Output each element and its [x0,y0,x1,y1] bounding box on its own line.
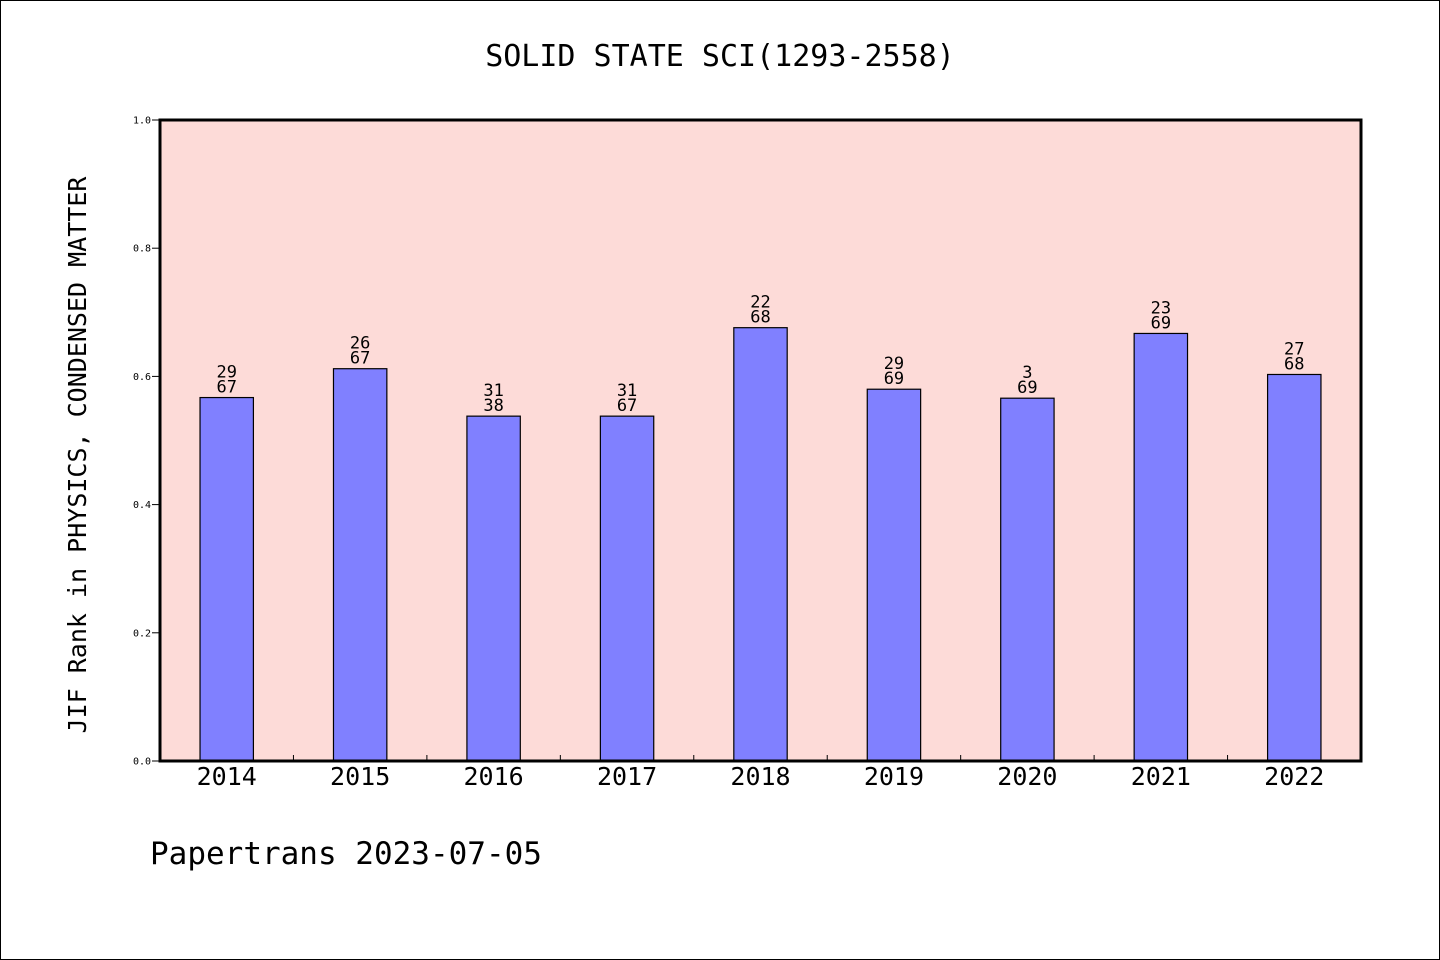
bar-label-bottom: 67 [350,349,370,369]
footer-note: Papertrans 2023-07-05 [150,836,542,872]
x-tick-label: 2020 [997,762,1057,791]
x-tick-label: 2016 [464,762,524,791]
x-tick-label: 2021 [1131,762,1191,791]
bar-2016 [466,415,521,762]
bar-2014 [199,396,255,762]
bar-label-bottom: 68 [750,308,770,328]
bar-label-top: 26 [350,334,370,354]
y-tick-label: 1.0 [133,116,151,127]
y-tick-label: 0.6 [133,372,151,383]
bar-label-bottom: 68 [1284,354,1304,374]
bar-2017 [599,415,655,762]
x-tick-label: 2019 [864,762,924,791]
x-tick-label: 2018 [730,762,790,791]
bar-2020 [1000,397,1055,762]
y-tick-label: 0.2 [133,628,151,639]
y-axis: 0.0 0.2 0.4 0.6 0.8 1.0 [133,116,160,768]
bar-2015 [332,368,388,762]
bar-label-top: 29 [884,354,904,374]
bar-2019 [866,388,922,762]
bar-2022 [1266,373,1322,762]
chart-title: SOLID STATE SCI(1293-2558) [485,39,955,74]
y-tick-label: 0.4 [133,500,151,511]
bar-label-bottom: 38 [483,396,503,416]
bar-2021 [1133,332,1189,762]
bar-label-bottom: 69 [1151,313,1171,333]
bar-label-top: 31 [483,381,503,401]
bar-label-top: 29 [216,363,236,383]
bar-label-bottom: 69 [884,369,904,389]
x-tick-label: 2015 [330,762,390,791]
bar-group [199,327,1322,762]
bar-2018 [733,327,788,762]
bar-label-bottom: 67 [216,378,236,398]
x-axis: 2014 2015 2016 2017 2018 2019 2020 2021 2022 [197,755,1324,791]
bar-label-top: 3 [1022,363,1032,383]
plot-border [158,118,1363,763]
bar-label-top: 22 [750,293,770,313]
y-tick-label: 0.8 [133,244,151,255]
bar-label-bottom: 69 [1017,378,1037,398]
y-tick-label: 0.0 [133,757,151,768]
bar-label-top: 27 [1284,339,1304,359]
bar-label-top: 23 [1151,298,1171,318]
x-tick-label: 2022 [1264,762,1324,791]
y-axis-label: JIF Rank in PHYSICS, CONDENSED MATTER [63,176,92,734]
x-tick-label: 2014 [197,762,257,791]
bar-label-top: 31 [617,381,637,401]
bar-label-bottom: 67 [617,396,637,416]
x-tick-label: 2017 [597,762,657,791]
